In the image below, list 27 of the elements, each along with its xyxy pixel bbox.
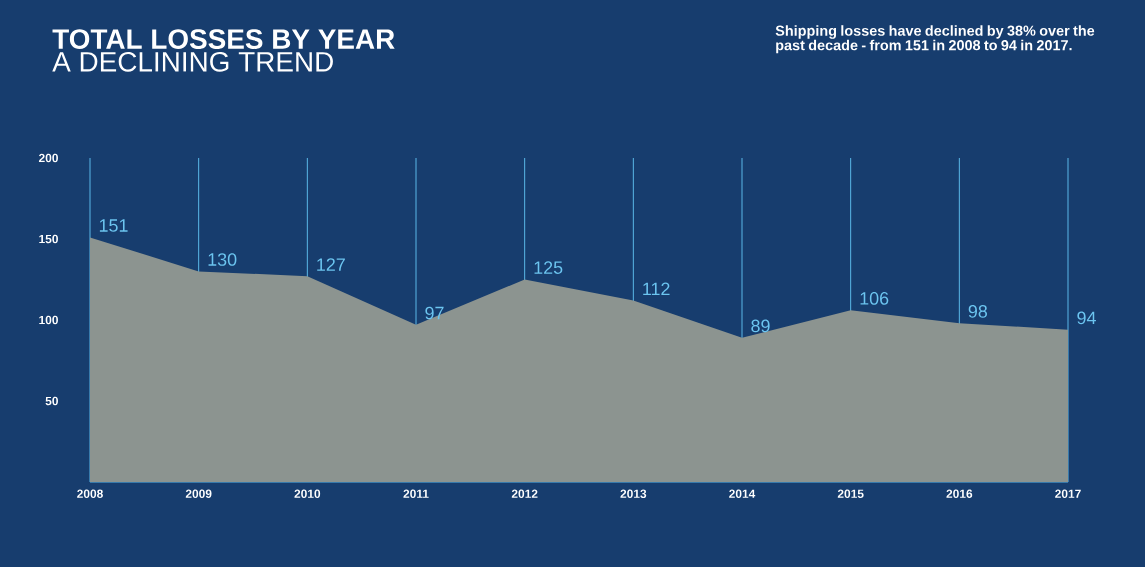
x-tick-label: 2013 — [620, 489, 647, 499]
data-label: 127 — [317, 258, 345, 271]
data-label: 98 — [968, 305, 988, 318]
data-label: 112 — [643, 282, 670, 296]
x-tick-label: 2012 — [511, 489, 538, 498]
x-tick-label: 2017 — [1055, 489, 1081, 498]
x-tick-label: 2011 — [403, 489, 429, 498]
chart-title: TOTAL LOSSES BY YEAR — [52, 29, 395, 49]
y-tick-label: 50 — [45, 396, 58, 406]
y-tick-label: 100 — [39, 315, 58, 325]
data-label: 106 — [860, 292, 889, 305]
data-label: 94 — [1077, 311, 1096, 325]
x-tick-label: 2010 — [294, 489, 321, 498]
data-label: 97 — [425, 306, 444, 320]
x-tick-label: 2014 — [729, 489, 756, 498]
x-tick-label: 2015 — [837, 489, 864, 498]
y-tick-label: 200 — [38, 153, 58, 163]
chart-subtitle: A DECLINING TREND — [52, 51, 333, 72]
x-tick-label: 2008 — [77, 489, 103, 498]
data-label: 130 — [208, 253, 237, 266]
y-tick-label: 150 — [39, 234, 58, 244]
data-label: 151 — [99, 219, 128, 232]
text: Shipping losses have declined by 38% over the past decade - from 151 in 2008 to 94 in 2017. — [775, 25, 1095, 54]
x-tick-label: 2009 — [185, 489, 212, 498]
data-label: 89 — [751, 319, 770, 333]
data-label: 125 — [534, 261, 563, 274]
x-tick-label: 2016 — [946, 489, 973, 498]
